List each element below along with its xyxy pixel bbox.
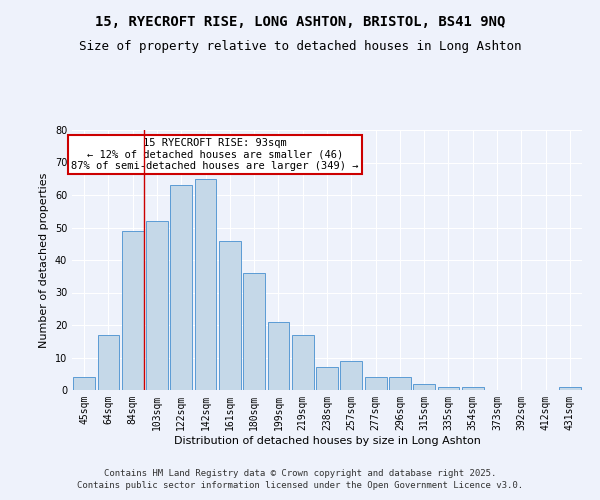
Bar — [268, 322, 289, 390]
Text: 15, RYECROFT RISE, LONG ASHTON, BRISTOL, BS41 9NQ: 15, RYECROFT RISE, LONG ASHTON, BRISTOL,… — [95, 15, 505, 29]
Bar — [437, 387, 460, 390]
Text: Contains HM Land Registry data © Crown copyright and database right 2025.
Contai: Contains HM Land Registry data © Crown c… — [77, 468, 523, 490]
X-axis label: Distribution of detached houses by size in Long Ashton: Distribution of detached houses by size … — [173, 436, 481, 446]
Bar — [389, 377, 411, 390]
Bar — [170, 185, 192, 390]
Y-axis label: Number of detached properties: Number of detached properties — [39, 172, 49, 348]
Bar — [243, 273, 265, 390]
Bar — [97, 335, 119, 390]
Bar — [559, 387, 581, 390]
Bar — [219, 240, 241, 390]
Bar — [316, 367, 338, 390]
Bar — [194, 179, 217, 390]
Bar — [462, 387, 484, 390]
Text: Size of property relative to detached houses in Long Ashton: Size of property relative to detached ho… — [79, 40, 521, 53]
Bar — [340, 361, 362, 390]
Bar — [146, 221, 168, 390]
Bar — [365, 377, 386, 390]
Text: 15 RYECROFT RISE: 93sqm
← 12% of detached houses are smaller (46)
87% of semi-de: 15 RYECROFT RISE: 93sqm ← 12% of detache… — [71, 138, 359, 171]
Bar — [292, 335, 314, 390]
Bar — [73, 377, 95, 390]
Bar — [413, 384, 435, 390]
Bar — [122, 231, 143, 390]
